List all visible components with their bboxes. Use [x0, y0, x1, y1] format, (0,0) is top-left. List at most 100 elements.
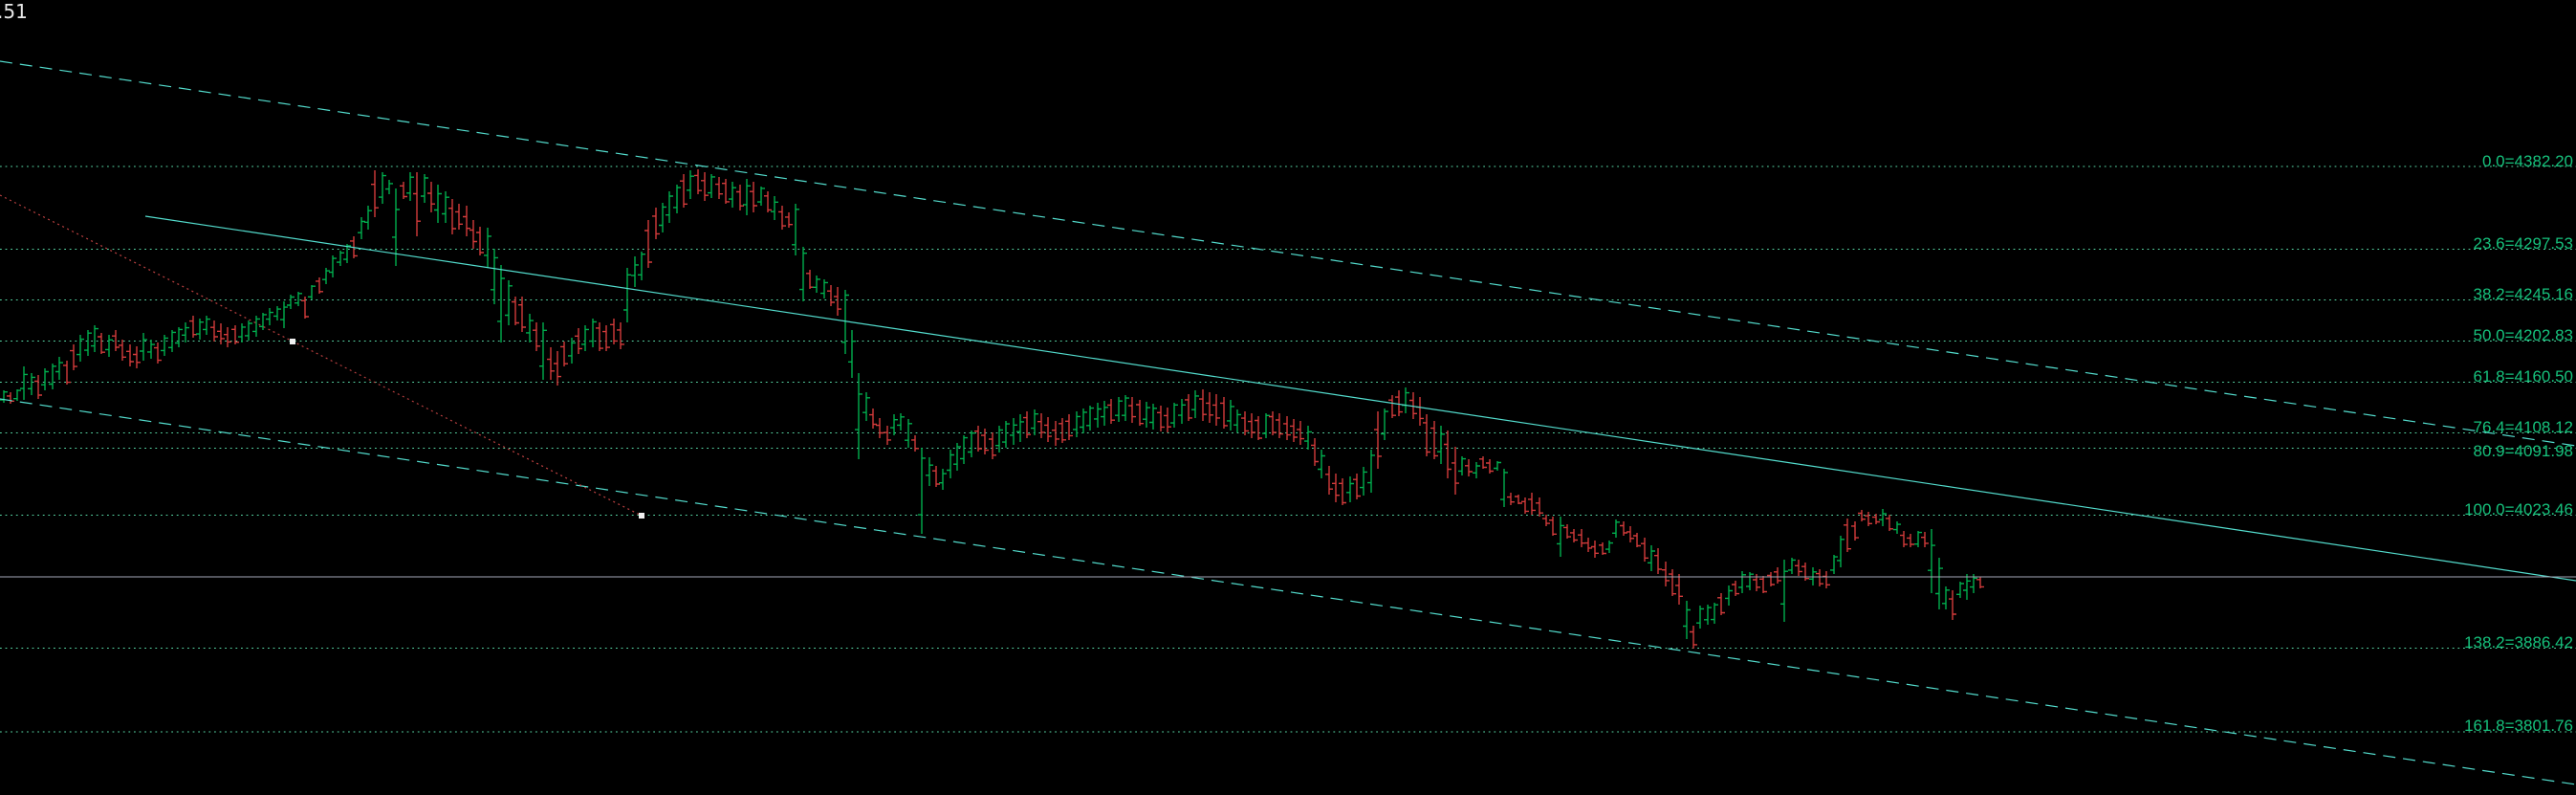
- trendlines[interactable]: [0, 194, 2576, 582]
- ohlc-bar-up: [308, 285, 316, 299]
- ohlc-bar-up: [161, 335, 168, 356]
- ohlc-bar-down: [1507, 493, 1515, 505]
- ohlc-bar-up: [673, 185, 681, 213]
- ohlc-bar-down: [1037, 413, 1045, 438]
- ohlc-bar-up: [623, 268, 631, 322]
- ohlc-bar-up: [1149, 404, 1157, 430]
- ohlc-bar-down: [1423, 414, 1430, 456]
- ohlc-bar-down: [1388, 395, 1396, 418]
- ohlc-bar-down: [1107, 399, 1115, 424]
- ohlc-bar-down: [1620, 521, 1627, 536]
- ohlc-bar-up: [1458, 456, 1466, 475]
- ohlc-bar-up: [1170, 403, 1178, 428]
- fibonacci-retracement-lines[interactable]: [0, 166, 2576, 733]
- ohlc-bar-down: [1633, 533, 1641, 547]
- ohlc-bar-down: [1528, 493, 1536, 515]
- ohlc-bar-up: [1725, 585, 1733, 606]
- ohlc-bar-up: [1402, 387, 1409, 413]
- ohlc-bar-down: [1430, 421, 1438, 459]
- ohlc-bar-down: [1563, 524, 1571, 539]
- ohlc-bar-up: [862, 392, 870, 421]
- ohlc-bar-down: [70, 344, 77, 370]
- ohlc-bar-down: [469, 220, 477, 249]
- ohlc-bar-up: [1346, 476, 1354, 502]
- ohlc-bar-up: [1830, 555, 1838, 574]
- equidistant-channel[interactable]: [0, 60, 2576, 785]
- ohlc-bar-down: [1549, 517, 1557, 536]
- ohlc-bar-up: [49, 364, 56, 389]
- ohlc-bar-up: [666, 191, 673, 223]
- ohlc-bar-up: [76, 335, 84, 362]
- ohlc-bar-up: [147, 340, 155, 359]
- ohlc-bar-up: [280, 301, 288, 328]
- ohlc-bar-up: [1914, 531, 1922, 547]
- ohlc-bar-up: [1262, 413, 1270, 438]
- red-dotted-trendline[interactable]: [0, 194, 643, 517]
- ohlc-bar-down: [1157, 406, 1165, 431]
- fibonacci-level-labels: 0.0=4382.20 23.6=4297.53 38.2=4245.16 50.0=…: [2464, 152, 2573, 735]
- fib-level-label-161.8: 161.8=3801.76: [2464, 717, 2573, 735]
- ohlc-bar-down: [1311, 438, 1319, 466]
- ohlc-bar-down: [1283, 416, 1291, 440]
- ohlc-bar-down: [1599, 542, 1606, 555]
- ohlc-bar-down: [518, 297, 526, 332]
- ohlc-bar-up: [953, 443, 961, 471]
- ohlc-bar-up: [1605, 541, 1613, 553]
- ohlc-bar-up: [196, 319, 204, 340]
- ohlc-bar-down: [1339, 478, 1346, 505]
- ohlc-bar-down: [884, 426, 891, 445]
- ohlc-bar-down: [1212, 394, 1220, 426]
- ohlc-bar-up: [1002, 421, 1010, 448]
- ohlc-bar-up: [1893, 521, 1901, 534]
- ohlc-bar-up: [245, 320, 252, 341]
- ohlc-bar-down: [1164, 408, 1171, 432]
- ohlc-bar-up: [434, 185, 442, 223]
- ohlc-bar-up: [890, 414, 898, 435]
- ohlc-bar-up: [287, 295, 295, 309]
- ohlc-bar-up: [84, 330, 92, 356]
- ohlc-bar-up: [175, 327, 183, 347]
- fib-level-label-138.2: 138.2=3886.42: [2464, 633, 2573, 651]
- ohlc-bar-down: [1416, 397, 1424, 426]
- ohlc-bar-down: [1542, 515, 1550, 526]
- ohlc-bar-down: [1248, 413, 1255, 438]
- ohlc-bar-up: [392, 188, 400, 266]
- ohlc-bar-up: [1086, 406, 1094, 431]
- ohlc-bar-up: [1073, 411, 1081, 437]
- channel-lower-dashed-line[interactable]: [0, 398, 2576, 785]
- channel-upper-dashed-line[interactable]: [0, 60, 2576, 447]
- fib-level-label-0.0: 0.0=4382.20: [2482, 152, 2573, 170]
- ohlc-bar-up: [1178, 399, 1186, 424]
- ohlc-bar-down: [785, 212, 793, 228]
- ohlc-bar-down: [34, 375, 42, 399]
- ohlc-bar-down: [231, 325, 239, 344]
- fib-level-label-80.9: 80.9=4091.98: [2474, 442, 2573, 460]
- ohlc-bar-up: [505, 280, 513, 325]
- ohlc-bar-up: [1746, 572, 1754, 590]
- ohlc-bar-up: [329, 255, 337, 277]
- ohlc-bar-up: [589, 319, 597, 347]
- ohlc-bar-down: [869, 409, 877, 429]
- ohlc-bar-down: [126, 344, 134, 366]
- ohlc-bar-down: [1759, 576, 1767, 593]
- ohlc-bar-up: [13, 389, 21, 401]
- trendline-handle-1[interactable]: [639, 513, 644, 519]
- ohlc-bar-up: [1683, 601, 1691, 639]
- ohlc-bar-down: [63, 361, 71, 385]
- ohlc-bar-down: [715, 177, 723, 199]
- ohlc-bar-up: [757, 187, 765, 206]
- solid-cyan-trendline[interactable]: [144, 215, 2576, 582]
- ohlc-bar-up: [799, 247, 807, 301]
- ohlc-bar-up: [1191, 390, 1199, 418]
- ohlc-bar-down: [1732, 581, 1739, 596]
- ohlc-bar-up: [497, 265, 505, 342]
- ohlc-bar-down: [224, 327, 231, 347]
- ohlc-bar-down: [560, 342, 568, 366]
- trendline-handle-0[interactable]: [290, 339, 295, 344]
- ohlc-bar-up: [1016, 414, 1024, 442]
- ohlc-bar-down: [1872, 514, 1880, 524]
- ohlc-bar-up: [322, 268, 330, 284]
- ohlc-bar-down: [1325, 466, 1333, 495]
- ohlc-bar-down: [154, 342, 162, 364]
